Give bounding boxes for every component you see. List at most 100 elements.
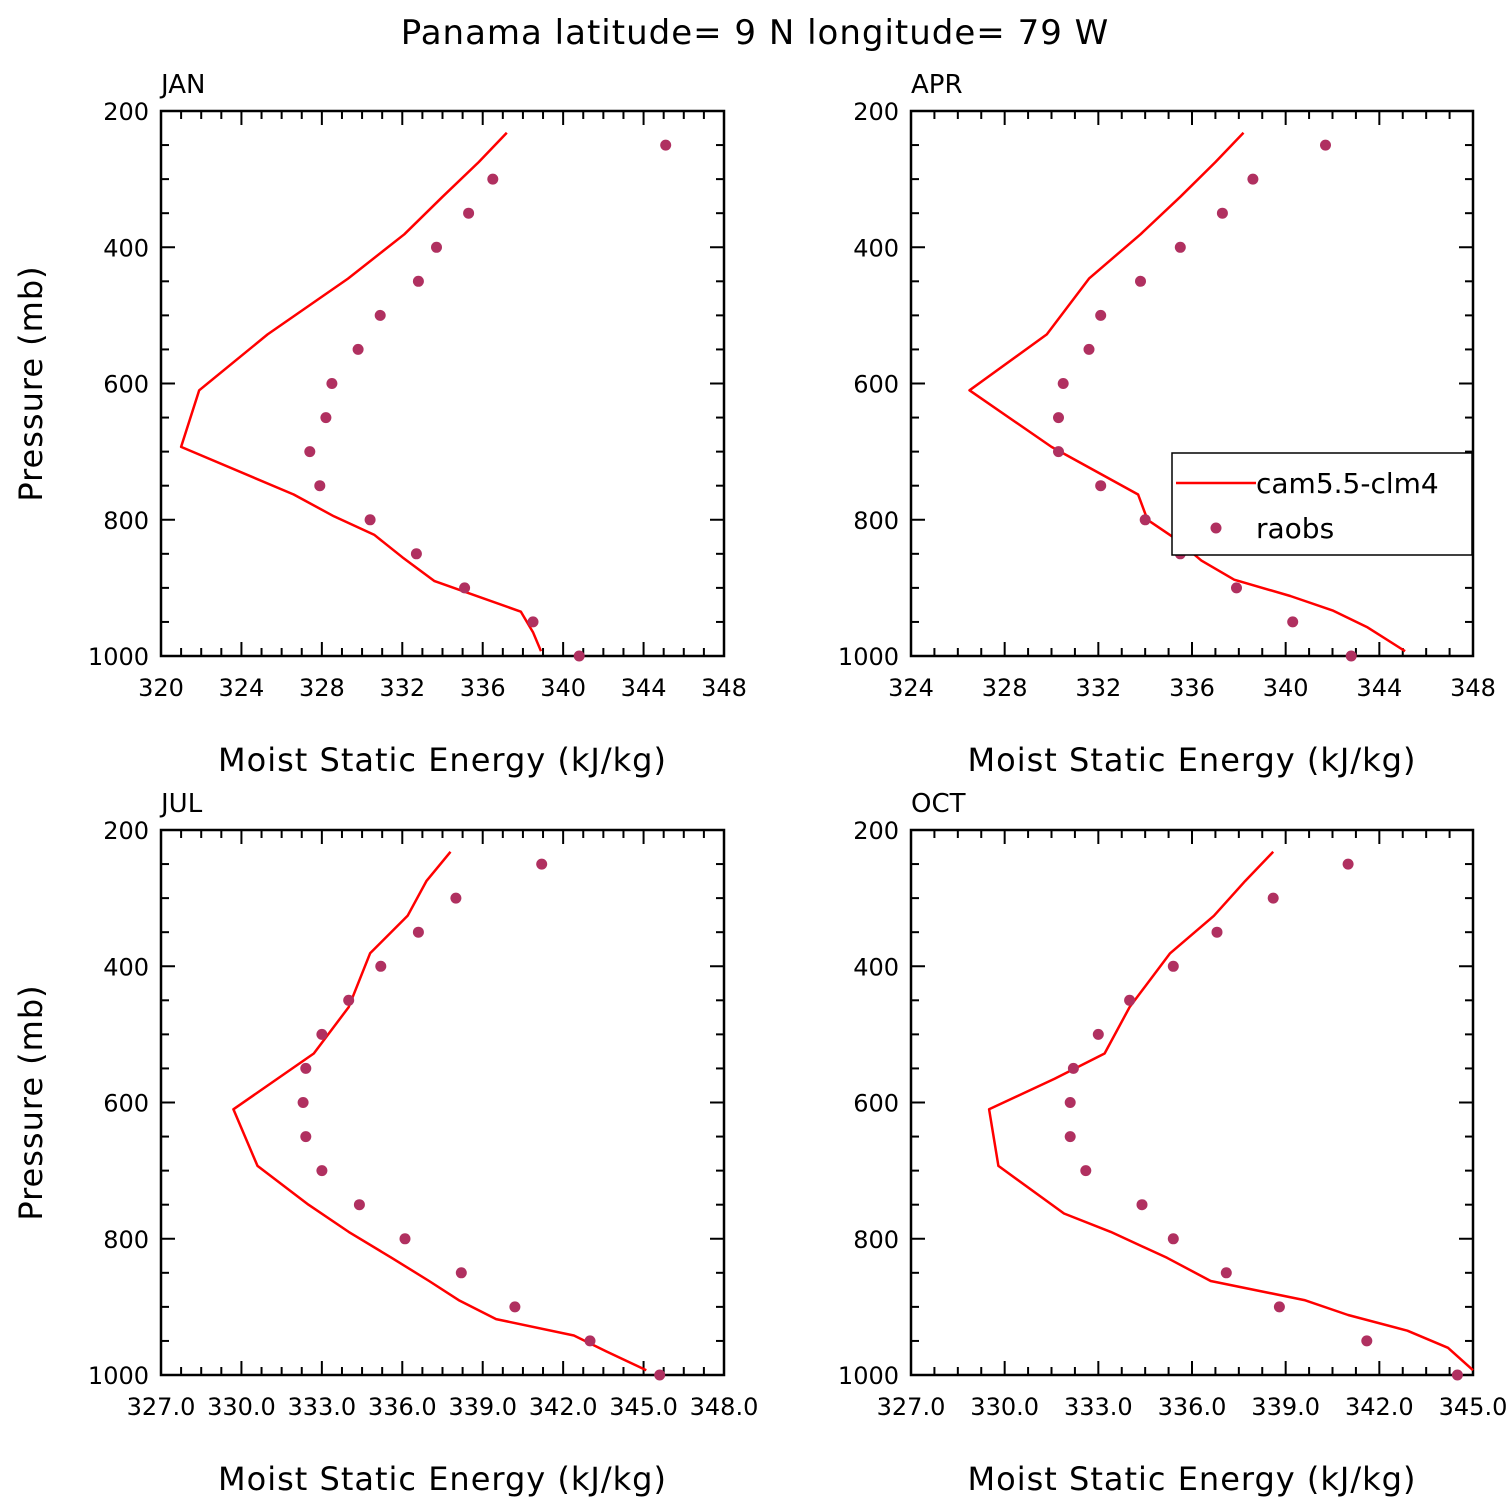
y-tick-label: 600 xyxy=(853,371,899,399)
obs-point xyxy=(1053,446,1064,458)
obs-point xyxy=(300,1062,312,1074)
x-tick-label: 332 xyxy=(379,674,425,702)
obs-point xyxy=(1095,480,1107,492)
obs-point xyxy=(1092,1028,1104,1040)
obs-point xyxy=(399,1233,411,1245)
x-tick-label: 336.0 xyxy=(368,1393,437,1421)
obs-point xyxy=(412,275,424,287)
y-tick-label: 1000 xyxy=(88,643,149,671)
y-tick-label: 400 xyxy=(103,953,149,981)
obs-point xyxy=(459,582,471,594)
obs-point xyxy=(1247,173,1259,185)
obs-point xyxy=(536,858,548,870)
panel-label: OCT xyxy=(911,789,966,819)
y-tick-label: 400 xyxy=(853,234,899,262)
obs-point xyxy=(304,446,316,458)
panel-jul: JUL 200 400 600 800 1000 327.0 330.0 333.0 336.0 3… xyxy=(12,789,758,1498)
obs-point xyxy=(1064,1097,1076,1108)
obs-point xyxy=(1273,1301,1285,1313)
obs-point xyxy=(487,173,499,185)
obs-point xyxy=(1216,207,1228,219)
x-tick-label: 328 xyxy=(982,674,1028,702)
y-tick-label: 800 xyxy=(103,1226,149,1254)
y-tick-label: 600 xyxy=(853,1090,899,1118)
x-tick-label: 333.0 xyxy=(1064,1393,1133,1421)
legend-box xyxy=(1171,452,1473,556)
x-tick-label: 345.0 xyxy=(1439,1393,1508,1421)
obs-point xyxy=(352,343,364,355)
obs-point xyxy=(297,1097,309,1108)
x-tick-label: 345.0 xyxy=(609,1393,678,1421)
obs-point xyxy=(320,412,332,424)
obs-point xyxy=(1057,378,1069,389)
x-tick-label: 339.0 xyxy=(1251,1393,1320,1421)
obs-point xyxy=(1267,892,1279,904)
obs-point xyxy=(1451,1369,1463,1381)
obs-point xyxy=(1167,960,1179,972)
y-tick-label: 800 xyxy=(853,1226,899,1254)
x-tick-label: 330.0 xyxy=(207,1393,276,1421)
panel-jan: JAN 200 400 600 800 1000 320 324 328 332 336 340 344… xyxy=(12,70,747,779)
y-tick-label: 1000 xyxy=(838,643,899,671)
y-tick-label: 200 xyxy=(103,98,149,126)
y-tick-label: 400 xyxy=(853,953,899,981)
obs-point xyxy=(1174,241,1186,253)
x-tick-label: 339.0 xyxy=(448,1393,517,1421)
x-tick-label: 344 xyxy=(1356,674,1402,702)
x-axis-title: Moist Static Energy (kJ/kg) xyxy=(968,741,1417,779)
x-tick-label: 330.0 xyxy=(970,1393,1039,1421)
model-line xyxy=(968,131,1406,653)
y-tick-label: 800 xyxy=(103,507,149,535)
obs-point xyxy=(1320,139,1331,151)
obs-point xyxy=(1361,1335,1373,1347)
y-axis-title: Pressure (mb) xyxy=(12,984,50,1220)
obs-point xyxy=(1135,275,1146,287)
x-tick-label: 336 xyxy=(1169,674,1215,702)
panels: JAN 200 400 600 800 1000 320 324 328 332 336 340 344… xyxy=(12,70,1507,1498)
x-axis-title: Moist Static Energy (kJ/kg) xyxy=(218,1460,667,1498)
obs-point xyxy=(1064,1131,1076,1143)
y-tick-label: 200 xyxy=(103,817,149,845)
obs-point xyxy=(431,241,442,253)
obs-point xyxy=(654,1369,666,1381)
obs-point xyxy=(455,1267,467,1279)
obs-point xyxy=(300,1131,312,1143)
obs-point xyxy=(1080,1165,1092,1177)
obs-point xyxy=(1083,343,1095,355)
model-line xyxy=(987,850,1474,1372)
y-axis-title: Pressure (mb) xyxy=(12,265,50,501)
obs-point xyxy=(1053,412,1064,424)
obs-point xyxy=(375,960,387,972)
plot-frame xyxy=(159,828,726,1377)
y-tick-label: 600 xyxy=(103,371,149,399)
obs-point xyxy=(509,1301,521,1313)
x-tick-label: 348 xyxy=(701,674,747,702)
legend-label-obs: raobs xyxy=(1256,512,1334,545)
panel-label: JAN xyxy=(159,70,205,100)
model-line xyxy=(179,131,543,652)
y-tick-label: 1000 xyxy=(838,1362,899,1390)
x-tick-label: 327.0 xyxy=(877,1393,946,1421)
x-tick-label: 348 xyxy=(1450,674,1496,702)
y-tick-label: 600 xyxy=(103,1090,149,1118)
figure-title: Panama latitude= 9 N longitude= 79 W xyxy=(401,13,1110,53)
plot-frame xyxy=(909,828,1475,1377)
obs-point xyxy=(1345,650,1357,662)
legend: cam5.5-clm4 raobs xyxy=(1171,452,1473,556)
model-line xyxy=(232,851,647,1372)
y-tick-label: 1000 xyxy=(88,1362,149,1390)
x-tick-label: 332 xyxy=(1075,674,1121,702)
obs-point xyxy=(450,892,462,904)
x-tick-label: 340 xyxy=(540,674,586,702)
obs-point xyxy=(1211,926,1223,938)
legend-label-model: cam5.5-clm4 xyxy=(1256,467,1439,500)
obs-point xyxy=(1139,514,1151,526)
x-tick-label: 320 xyxy=(138,674,184,702)
x-axis-title: Moist Static Energy (kJ/kg) xyxy=(968,1460,1417,1498)
obs-point xyxy=(660,139,672,151)
x-tick-label: 328 xyxy=(299,674,345,702)
obs-point xyxy=(316,1165,328,1177)
obs-point xyxy=(364,514,376,526)
y-tick-label: 400 xyxy=(103,234,149,262)
